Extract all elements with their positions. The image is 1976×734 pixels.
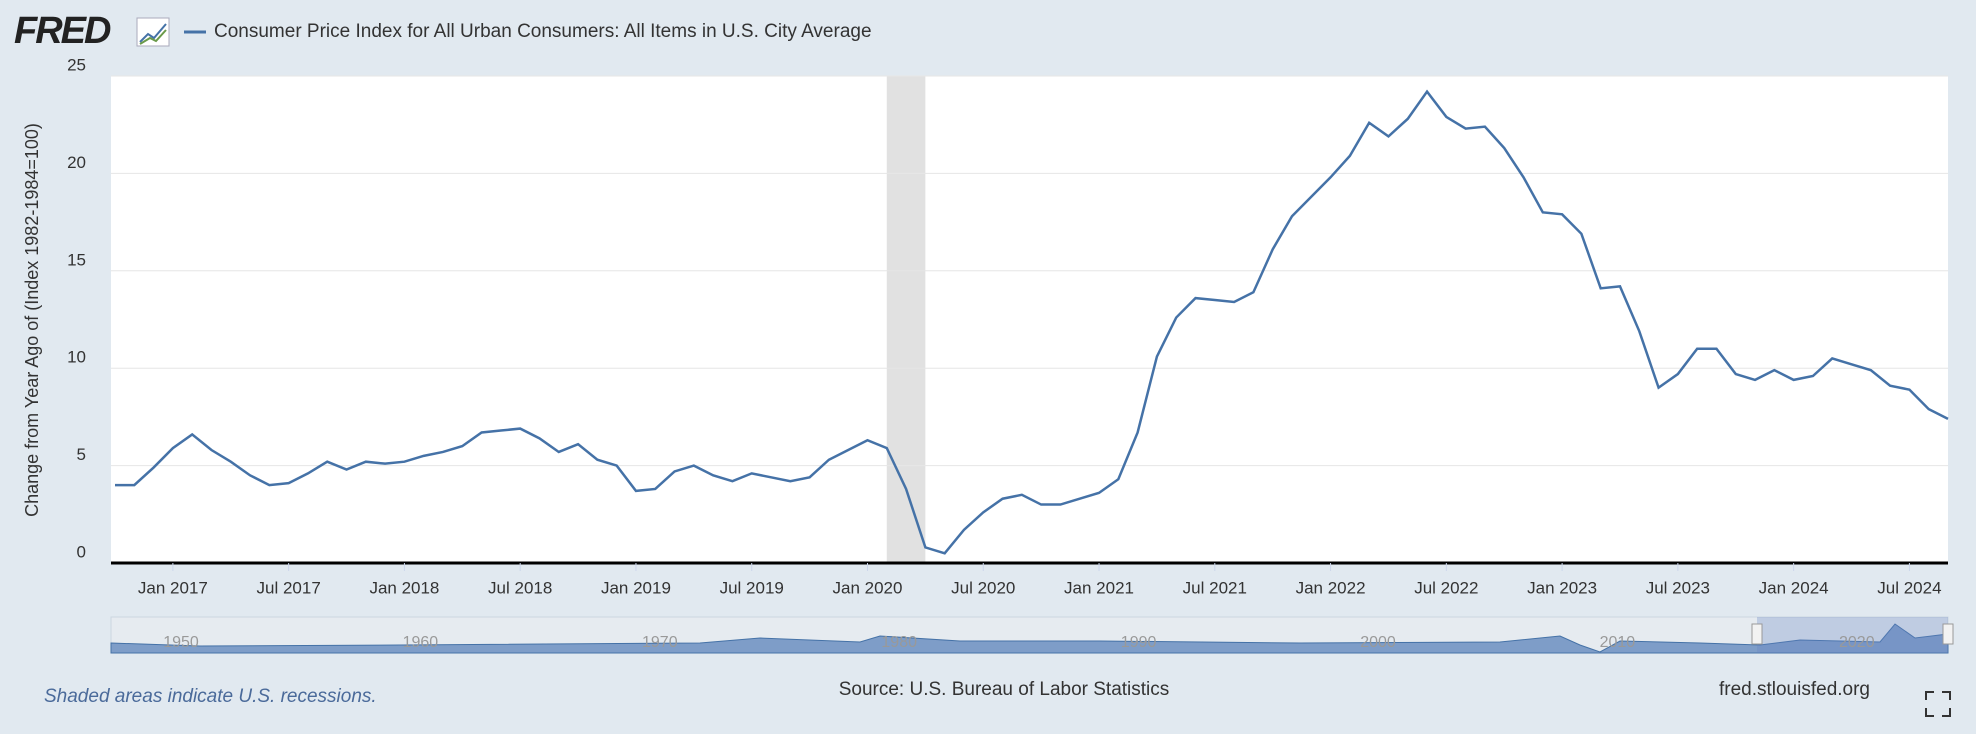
site-link[interactable]: fred.stlouisfed.org <box>1719 679 1870 700</box>
navigator: 1950 1960 1970 1980 1990 2000 2010 2020 <box>110 616 1954 654</box>
x-tick-label: Jul 2017 <box>257 578 321 597</box>
y-tick-label: 10 <box>67 348 86 367</box>
source: Source: U.S. Bureau of Labor Statistics <box>839 679 1170 700</box>
y-tick-label: 0 <box>77 542 86 561</box>
x-tick-label: Jul 2018 <box>488 578 552 597</box>
y-tick-label: 20 <box>67 153 86 172</box>
y-tick-label: 25 <box>67 55 86 74</box>
navigator-series <box>110 623 1949 654</box>
y-tick-label: 5 <box>77 445 86 464</box>
x-tick-label: Jul 2024 <box>1877 578 1941 597</box>
x-tick-label: Jan 2018 <box>369 578 439 597</box>
navigator-label: 2020 <box>1839 634 1875 651</box>
plot-area <box>111 76 1948 563</box>
x-tick-label: Jul 2021 <box>1183 578 1247 597</box>
navigator-label: 1960 <box>403 634 439 651</box>
x-tick-label: Jul 2019 <box>720 578 784 597</box>
navigator-handle[interactable] <box>1751 623 1763 645</box>
x-tick-label: Jan 2020 <box>833 578 903 597</box>
x-tick-label: Jan 2019 <box>601 578 671 597</box>
x-tick-label: Jul 2020 <box>951 578 1015 597</box>
legend-label[interactable]: Consumer Price Index for All Urban Consu… <box>214 21 872 42</box>
x-tick-label: Jan 2021 <box>1064 578 1134 597</box>
navigator-label: 1980 <box>881 634 917 651</box>
logo: FRED <box>14 10 111 52</box>
y-axis-label: Change from Year Ago of (Index 1982-1984… <box>22 123 42 517</box>
recession-band <box>886 76 926 563</box>
x-tick-label: Jul 2023 <box>1646 578 1710 597</box>
series-line <box>115 89 1949 555</box>
x-tick-label: Jan 2017 <box>138 578 208 597</box>
x-tick-label: Jul 2022 <box>1414 578 1478 597</box>
navigator-label: 2010 <box>1600 634 1636 651</box>
logo-icon <box>136 17 170 47</box>
fullscreen-icon[interactable] <box>1925 691 1951 717</box>
x-tick-label: Jan 2022 <box>1296 578 1366 597</box>
navigator-handle[interactable] <box>1942 623 1954 645</box>
navigator-label: 1970 <box>642 634 678 651</box>
navigator-label: 1950 <box>163 634 199 651</box>
navigator-selection[interactable] <box>1757 617 1948 653</box>
navigator-label: 2000 <box>1360 634 1396 651</box>
y-tick-label: 15 <box>67 250 86 269</box>
navigator-label: 1990 <box>1121 634 1157 651</box>
logo-line <box>139 29 167 45</box>
fullscreen-glyph <box>1925 691 1951 717</box>
x-tick-label: Jan 2023 <box>1527 578 1597 597</box>
recession-note: Shaded areas indicate U.S. recessions. <box>44 686 377 707</box>
logo-line <box>139 23 167 43</box>
x-tick-label: Jan 2024 <box>1759 578 1829 597</box>
